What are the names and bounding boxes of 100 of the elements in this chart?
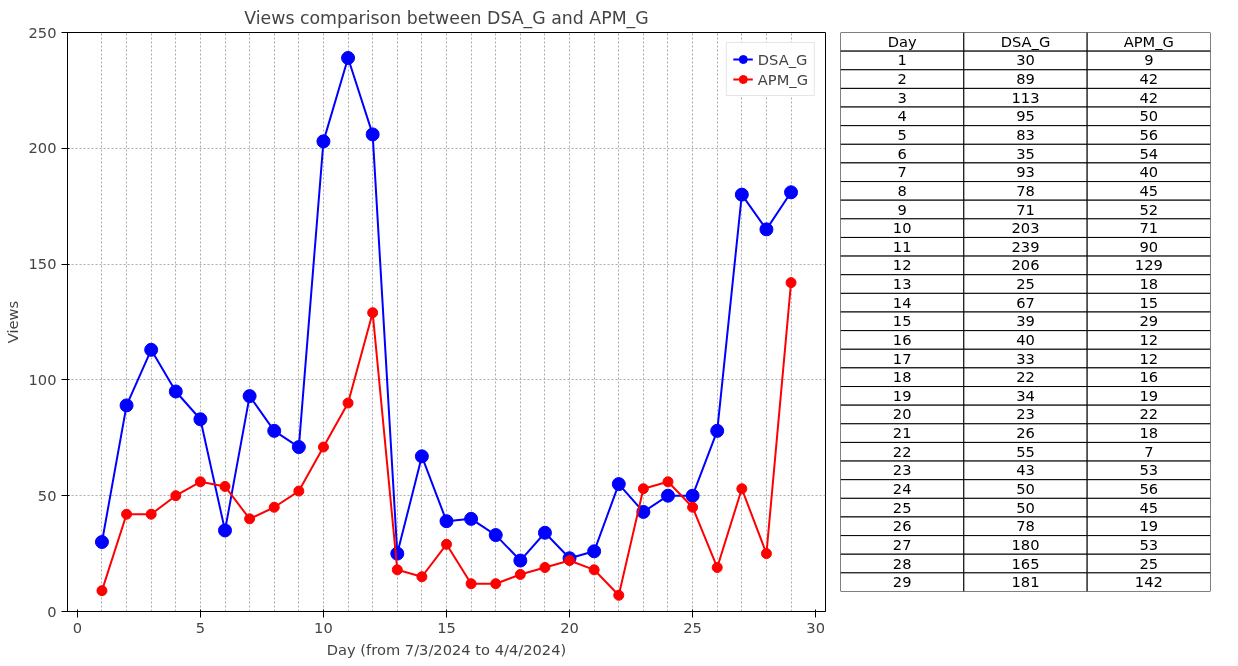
data-label: 15 [1139,293,1159,311]
y-tick-label: 200 [28,139,57,157]
x-axis-title: Day (from 7/3/2024 to 4/4/2024) [326,640,567,658]
data-label: 206 [1011,256,1040,274]
y-tick-label: 8 [897,181,907,199]
data-label: 142 [1134,573,1163,591]
point [490,578,502,590]
y-tick-label: 29 [892,573,912,591]
point [193,412,208,427]
y-tick-label: 18 [892,368,912,386]
point [168,384,183,399]
data-label: 52 [1139,200,1159,218]
y-tick-label: 9 [897,200,907,218]
point [710,423,725,438]
point [564,555,576,567]
point [760,548,772,560]
point [759,222,774,237]
point [121,508,133,520]
point [588,564,600,576]
point [293,485,305,497]
data-label: 19 [1139,517,1159,535]
y-tick-label: 25 [892,498,912,516]
y-tick-label: 21 [892,424,912,442]
x-tick-label: 20 [560,618,579,636]
data-label: 42 [1139,70,1159,88]
data-label: 50 [1139,107,1159,125]
data-label: 25 [1139,554,1159,572]
data-label: 16 [1139,368,1159,386]
data-label: 34 [1016,386,1035,404]
point [194,476,206,488]
y-tick-label: 50 [37,486,57,504]
y-tick-label: 15 [892,312,912,330]
x-tick-label: 5 [195,618,206,636]
y-tick-label: 0 [47,602,57,620]
data-label: 29 [1139,312,1159,330]
y-tick-label: 20 [892,405,912,423]
data-label: 18 [1139,275,1159,293]
point [687,501,699,513]
data-label: 30 [1016,51,1035,69]
data-label: 129 [1134,256,1163,274]
point [637,483,649,495]
point [267,423,282,438]
point [785,277,797,289]
y-tick-label: 7 [897,163,907,181]
point [539,562,551,573]
point [414,449,429,464]
legend-label: DSA_G [757,50,808,68]
data-label: 67 [1016,293,1035,311]
data-label: 18 [1139,424,1159,442]
point [736,483,748,495]
data-label: 56 [1139,125,1159,143]
point [464,511,479,526]
data-label: 9 [1144,51,1154,69]
data-label: 7 [1144,442,1154,460]
y-tick-label: 13 [892,275,912,293]
point [488,528,503,543]
data-label: 93 [1016,163,1035,181]
point [587,544,602,559]
point [784,185,799,200]
point [341,50,356,65]
point [317,441,329,453]
data-label: 35 [1016,144,1035,162]
point [218,523,233,538]
y-tick-label: 12 [892,256,912,274]
data-label: 40 [1016,330,1035,348]
data-label: 89 [1016,70,1035,88]
x-tick-label: 30 [806,618,825,636]
point [244,513,256,525]
point [660,488,675,503]
data-label: 71 [1016,200,1035,218]
data-label: 78 [1016,181,1035,199]
point [145,508,157,520]
point [711,562,723,573]
point [291,440,306,455]
data-label: 19 [1139,386,1159,404]
data-label: 95 [1016,107,1035,125]
data-label: 53 [1139,535,1159,553]
data-label: 12 [1139,349,1159,367]
point [242,389,257,404]
point [342,397,354,409]
data-label: 180 [1011,535,1040,553]
y-tick-label: 2 [897,70,907,88]
data-label: 71 [1139,219,1159,237]
point [94,535,109,550]
data-label: 50 [1016,480,1035,498]
data-label: 50 [1016,498,1035,516]
point [441,538,452,550]
data-label: 78 [1016,517,1035,535]
data-label: 54 [1139,144,1159,162]
y-tick-label: 27 [892,535,912,553]
data-label: 39 [1016,312,1035,330]
point [662,476,674,488]
x-tick-label: 0 [72,618,83,636]
legend-label: APM_G [757,70,808,88]
point [613,589,625,601]
y-tick-label: 22 [892,442,912,460]
point [367,307,379,319]
point [537,525,552,540]
y-tick-label: 1 [897,51,907,69]
y-tick-label: 23 [892,461,912,479]
